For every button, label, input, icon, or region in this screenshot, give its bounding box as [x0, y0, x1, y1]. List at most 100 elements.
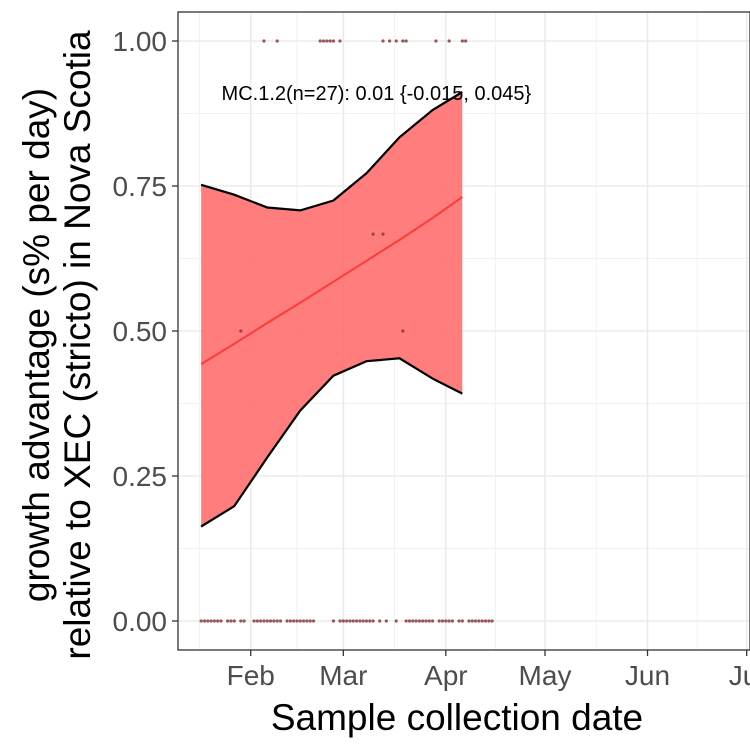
data-point [460, 39, 464, 43]
data-point [407, 619, 412, 623]
data-point [381, 39, 385, 43]
data-point [341, 619, 345, 623]
data-point [371, 232, 375, 236]
data-point [305, 619, 309, 623]
x-tick-label: May [519, 660, 572, 691]
data-point [275, 39, 279, 43]
data-point [331, 39, 335, 43]
confidence-ribbon [201, 92, 463, 527]
data-point [434, 39, 438, 43]
axes: 0.00 0.25 0.50 0.75 1.00 Feb Mar Apr May Jun Jul [113, 11, 750, 691]
data-point [371, 619, 375, 623]
data-point [278, 619, 283, 623]
ribbon-upper-bound [200, 91, 463, 212]
data-point [460, 619, 464, 623]
ribbon-lower-bound [200, 357, 463, 528]
data-point [212, 619, 216, 623]
x-tick-label: Mar [319, 660, 367, 691]
data-point [302, 619, 306, 623]
x-tick-label: Jul [729, 660, 750, 691]
fit-line-MC.1.2 [200, 196, 463, 365]
data-point [216, 619, 220, 623]
data-point [424, 619, 428, 623]
data-point [354, 619, 359, 623]
data-point [447, 39, 451, 43]
data-point [464, 39, 468, 43]
data-point [411, 619, 415, 623]
x-tick-label: Jun [625, 660, 670, 691]
data-point [255, 619, 259, 623]
data-point [321, 39, 326, 43]
data-point [239, 619, 243, 623]
data-point [252, 619, 256, 623]
y-axis-title: growth advantage (s% per day) relative t… [16, 30, 98, 660]
data-point [325, 39, 329, 43]
data-point [206, 619, 210, 623]
data-point [401, 39, 405, 43]
data-point [437, 619, 441, 623]
y-tick-label: 0.25 [113, 461, 168, 492]
data-point [308, 619, 312, 623]
data-point [368, 619, 372, 623]
data-point [414, 619, 418, 623]
data-point [457, 619, 461, 623]
data-layer: MC.1.2(n=27): 0.01 {-0.015, 0.045} [199, 39, 532, 623]
data-point [285, 619, 289, 623]
data-point [358, 619, 362, 623]
y-tick-label: 0.50 [113, 316, 168, 347]
data-point [361, 619, 365, 623]
data-point [477, 619, 481, 623]
data-point [351, 619, 355, 623]
data-point [259, 619, 263, 623]
data-point [262, 619, 266, 623]
data-point [487, 619, 491, 623]
data-point [417, 619, 421, 623]
data-point [444, 619, 448, 623]
data-point [440, 619, 445, 623]
data-point [404, 39, 408, 43]
data-point [378, 619, 382, 623]
data-point [295, 619, 299, 623]
data-point [331, 619, 335, 623]
data-point [421, 619, 425, 623]
data-point [447, 619, 451, 623]
data-point [262, 39, 266, 43]
y-axis-title-line-2: relative to XEC (stricto) in Nova Scotia [57, 30, 98, 660]
x-tick-label: Feb [227, 660, 275, 691]
data-point [338, 39, 342, 43]
y-tick-label: 0.00 [113, 606, 168, 637]
data-point [430, 619, 435, 623]
data-point [490, 619, 494, 623]
data-point [288, 619, 293, 623]
data-point [268, 619, 273, 623]
y-tick-label: 1.00 [113, 26, 168, 57]
data-point [219, 619, 223, 623]
data-point [384, 619, 388, 623]
data-point [318, 39, 322, 43]
data-point [311, 619, 316, 623]
data-point [470, 619, 474, 623]
data-point [275, 619, 279, 623]
data-point [298, 619, 302, 623]
data-point [381, 232, 385, 236]
data-point [473, 619, 478, 623]
data-point [467, 619, 471, 623]
data-point [364, 619, 369, 623]
x-tick-label: Apr [424, 660, 468, 691]
data-point [404, 619, 408, 623]
data-point [450, 619, 455, 623]
data-point [292, 619, 296, 623]
data-point [345, 619, 349, 623]
data-point [209, 619, 213, 623]
data-point [427, 619, 431, 623]
data-point [348, 619, 352, 623]
data-point [199, 619, 203, 623]
data-point [388, 39, 392, 43]
data-point [401, 329, 405, 333]
data-point [480, 619, 484, 623]
data-point [239, 329, 243, 333]
data-point [394, 39, 398, 43]
data-point [242, 619, 246, 623]
data-point [328, 39, 332, 43]
